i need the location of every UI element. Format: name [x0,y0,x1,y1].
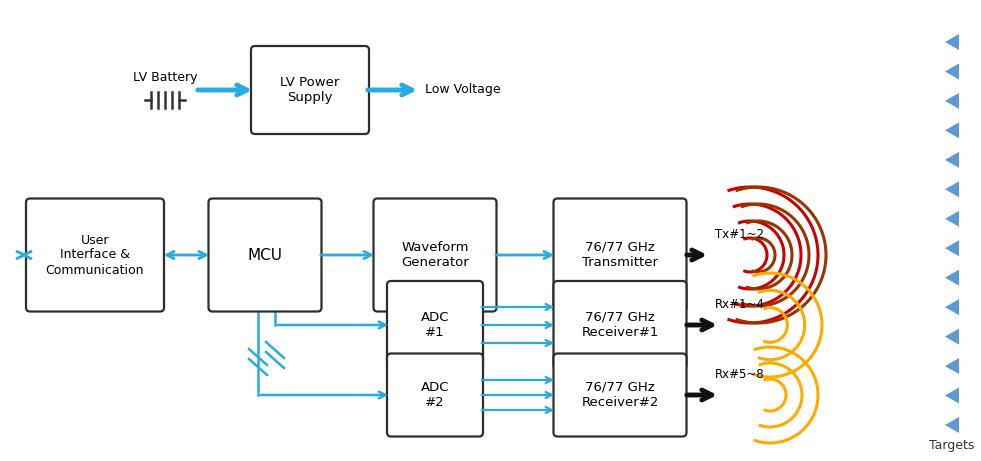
Text: Tx#1~2: Tx#1~2 [715,229,764,242]
Polygon shape [945,299,959,315]
Polygon shape [945,152,959,168]
Text: User
Interface &
Communication: User Interface & Communication [46,234,144,277]
Text: LV Power
Supply: LV Power Supply [281,76,339,104]
FancyBboxPatch shape [26,199,164,312]
Polygon shape [945,181,959,197]
Polygon shape [945,122,959,138]
Polygon shape [945,270,959,286]
Polygon shape [945,64,959,79]
FancyBboxPatch shape [553,354,687,437]
Text: Waveform
Generator: Waveform Generator [401,241,469,269]
Text: ADC
#2: ADC #2 [421,381,449,409]
Text: MCU: MCU [247,248,283,262]
FancyBboxPatch shape [387,281,483,369]
FancyBboxPatch shape [209,199,322,312]
Text: Rx#1~4: Rx#1~4 [715,299,765,312]
Polygon shape [945,34,959,50]
FancyBboxPatch shape [374,199,496,312]
Polygon shape [945,417,959,433]
Text: Targets: Targets [929,438,975,451]
Text: ADC
#1: ADC #1 [421,311,449,339]
Text: LV Battery: LV Battery [132,71,197,84]
Polygon shape [945,329,959,345]
Polygon shape [945,93,959,109]
FancyBboxPatch shape [553,281,687,369]
FancyBboxPatch shape [387,354,483,437]
FancyBboxPatch shape [251,46,369,134]
Polygon shape [945,358,959,374]
Text: Low Voltage: Low Voltage [425,83,500,96]
Text: Rx#5~8: Rx#5~8 [715,368,764,382]
Polygon shape [945,211,959,227]
Text: 76/77 GHz
Transmitter: 76/77 GHz Transmitter [582,241,658,269]
FancyBboxPatch shape [553,199,687,312]
Text: 76/77 GHz
Receiver#2: 76/77 GHz Receiver#2 [582,381,658,409]
Polygon shape [945,240,959,256]
Polygon shape [945,388,959,403]
Text: 76/77 GHz
Receiver#1: 76/77 GHz Receiver#1 [582,311,658,339]
